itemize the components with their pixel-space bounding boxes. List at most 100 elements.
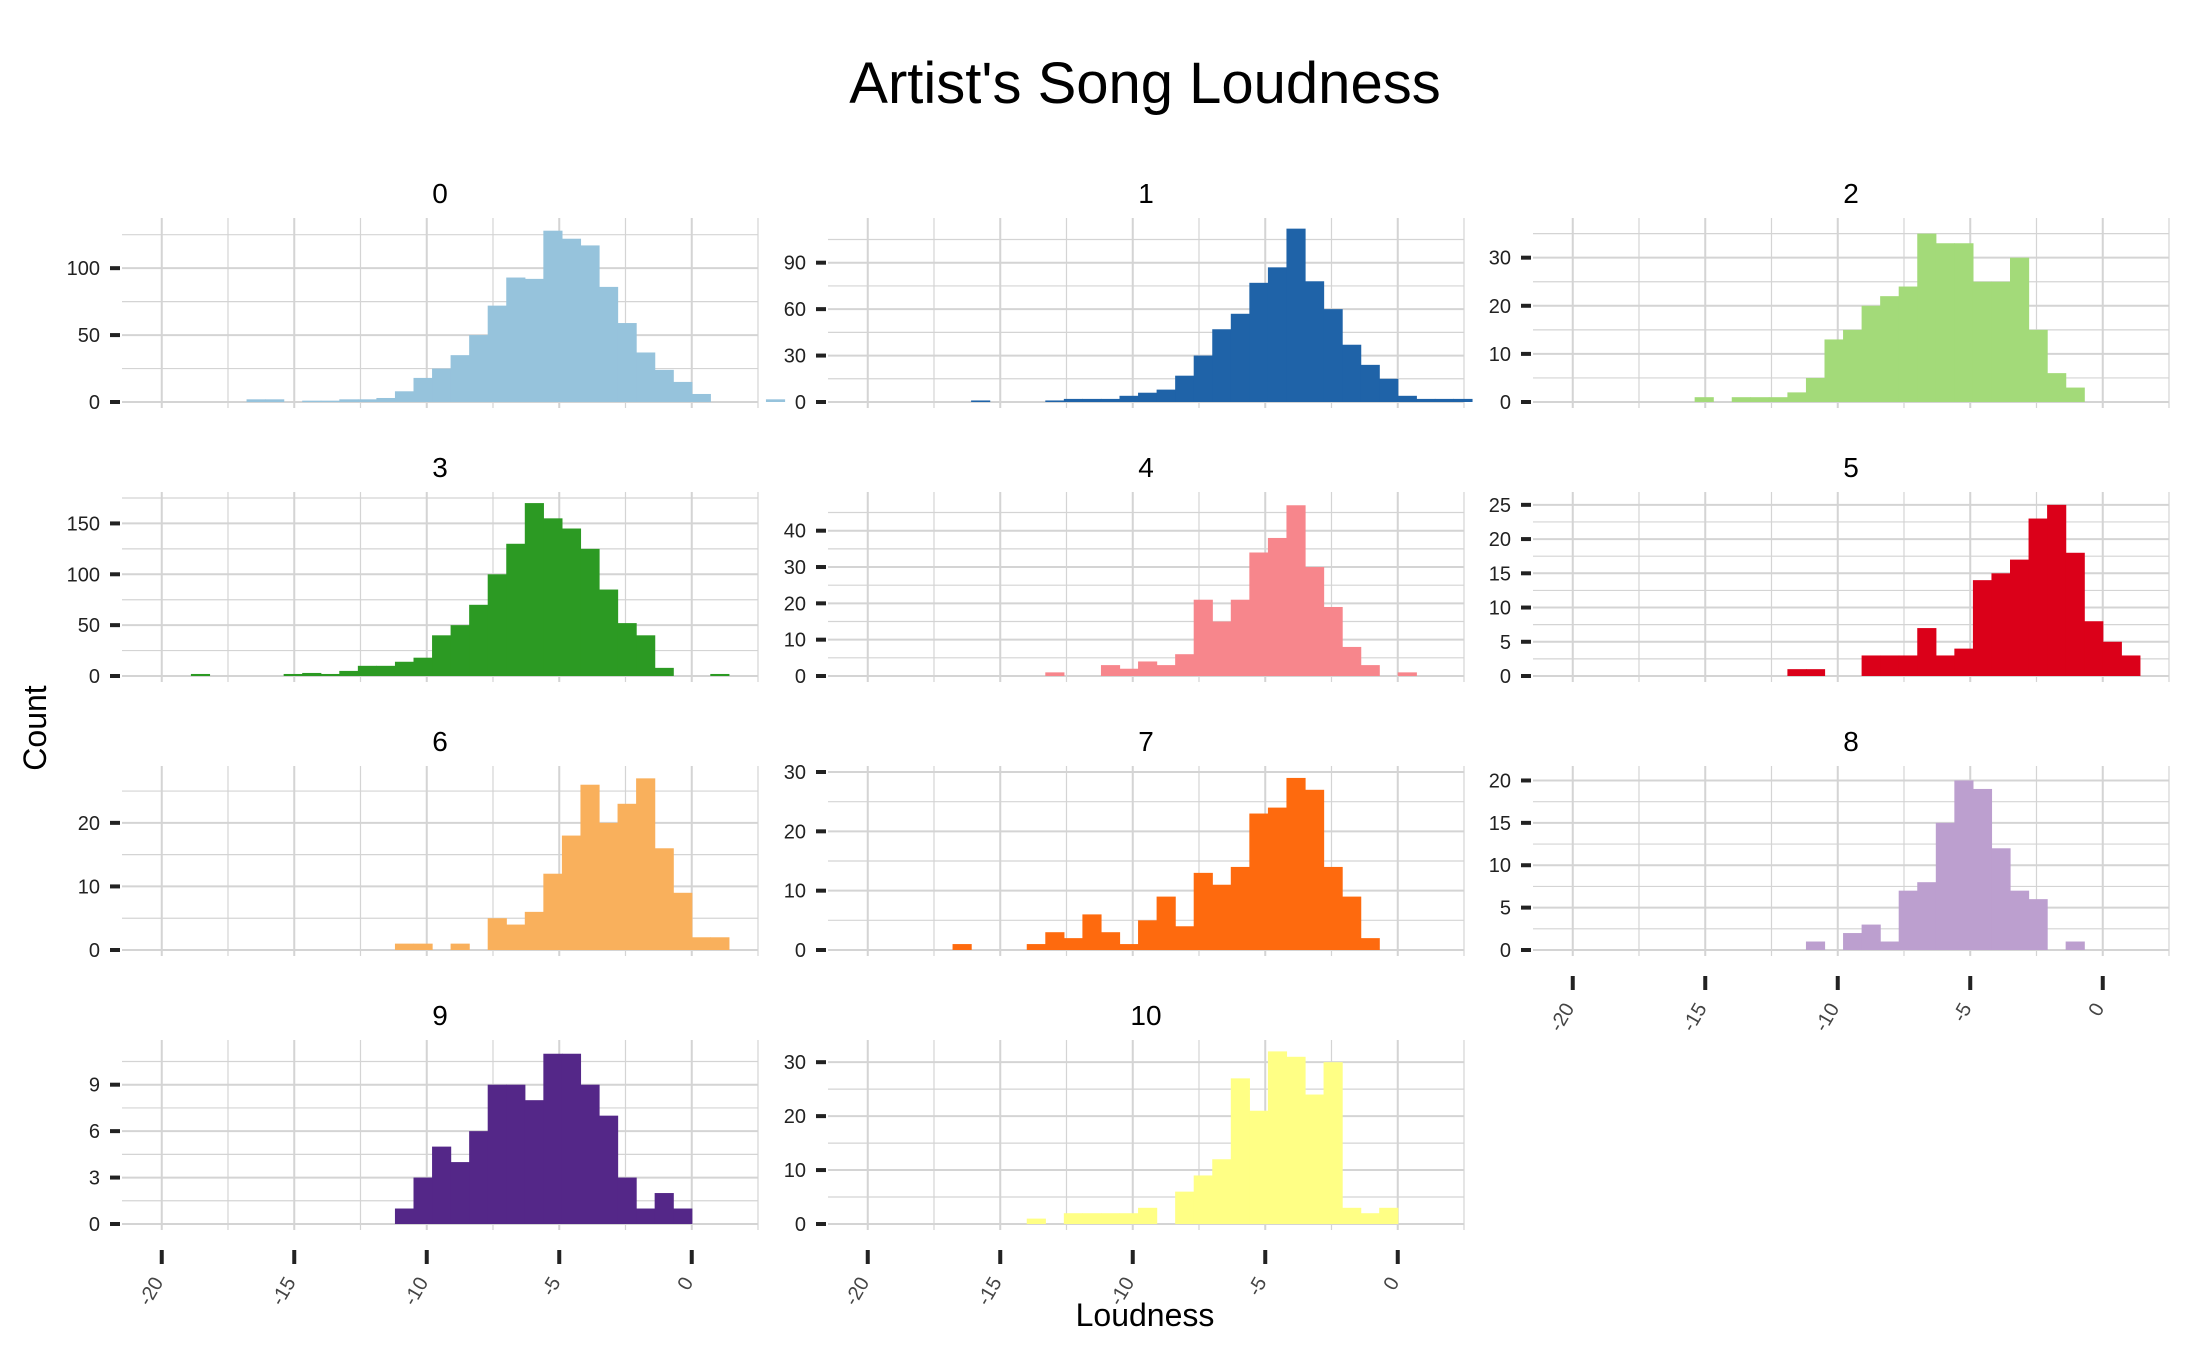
facet-label: 5 [1843,452,1859,483]
histogram-bar [561,528,582,676]
histogram-bar [1323,606,1343,676]
histogram-bar [1323,866,1343,950]
y-tick-label: 5 [1500,898,1511,920]
histogram-bar [413,377,433,402]
histogram-bar [1805,377,1826,402]
histogram-bar [413,943,433,950]
histogram-bar [1045,932,1065,950]
histogram-bar [1193,599,1213,676]
histogram-bar [561,835,582,950]
histogram-bar [1935,243,1955,402]
facet-label: 4 [1138,452,1154,483]
histogram-bar [1249,552,1269,676]
histogram-bar [1138,920,1158,950]
histogram-bar [710,673,730,676]
facet-label: 6 [432,726,448,757]
histogram-bar [1861,924,1881,950]
facet-panel-9: 9 0 3 6 9 -20 -15 -10 -5 0 [89,1000,759,1310]
histogram-bar [1063,398,1083,402]
x-tick-label: -5 [538,1274,566,1300]
histogram-bar [2010,890,2030,950]
histogram-bar [710,937,730,950]
histogram-bar [1954,243,1974,402]
histogram-bar [246,399,266,402]
histogram-bar [432,368,452,402]
histogram-bar [524,278,544,402]
histogram-bar [394,391,415,402]
histogram-bar [1267,807,1288,950]
y-tick-label: 0 [795,940,806,962]
histogram-bar [654,667,674,676]
histogram-bar [1898,286,1918,402]
histogram-bar [1880,296,1900,402]
histogram-bar [376,665,396,676]
y-tick-label: 30 [784,346,806,368]
y-tick-label: 20 [1489,296,1511,318]
histogram-bar [357,399,377,402]
histogram-bar [1991,573,2011,676]
y-tick-label: 6 [89,1121,100,1143]
histogram-bar [339,670,359,676]
facet-label: 3 [432,452,448,483]
histogram-bar [1694,397,1714,402]
y-tick-label: 0 [1500,392,1511,414]
histogram-bar [1972,580,1993,676]
histogram-bar [599,822,619,950]
x-tick-label: -15 [267,1274,301,1310]
histogram-bar [580,784,600,950]
histogram-bar [190,673,211,676]
histogram-bar [1119,1213,1139,1224]
histogram-bar [265,399,285,402]
y-tick-label: 20 [784,1106,806,1128]
histogram-bar [1175,926,1195,950]
histogram-bar [1861,305,1881,402]
y-tick-label: 20 [784,593,806,615]
facet-panel-6: 6 0 10 20 [78,726,759,962]
histogram-bar [1991,848,2011,950]
histogram-bar [1230,866,1250,950]
histogram-bar [654,369,674,402]
histogram-bar [1305,1094,1325,1224]
histogram-bar [487,918,507,950]
histogram-bar [1212,1159,1232,1224]
y-tick-label: 0 [89,666,100,688]
y-tick-label: 0 [89,392,100,414]
histogram-bar [1138,392,1158,402]
y-tick-label: 20 [78,813,100,835]
x-tick-label: 0 [2084,1000,2109,1021]
histogram-bar [1805,941,1826,950]
histogram-bar [691,937,711,950]
histogram-bar [1100,1213,1121,1224]
histogram-bar [1935,822,1955,950]
histogram-bar [1230,599,1250,676]
histogram-bar [1787,392,1807,402]
histogram-bar [1898,655,1918,676]
histogram-bar [654,1193,674,1224]
histogram-bar [1305,567,1325,676]
histogram-bar [1193,355,1213,402]
histogram-bar [1119,395,1139,402]
histogram-bar [1156,896,1176,950]
histogram-bar [691,393,711,402]
histogram-bar [543,518,563,676]
histogram-bar [506,924,526,950]
histogram-bar [1991,281,2011,402]
histogram-bar [971,400,991,402]
histogram-bar [1138,1207,1158,1224]
histogram-bar [506,1084,526,1224]
histogram-bar [617,1177,637,1224]
histogram-bar [1342,1207,1362,1224]
histogram-bar [580,1084,600,1224]
histogram-bar [1898,890,1918,950]
histogram-bar [506,543,526,676]
histogram-bar [376,397,396,402]
y-tick-label: 60 [784,299,806,321]
y-tick-label: 0 [795,392,806,414]
facet-panel-5: 5 0 5 10 15 20 25 [1489,452,2170,688]
facet-panel-3: 3 0 50 100 150 [67,452,759,688]
histogram-bar [2065,941,2085,950]
histogram-bar [1045,400,1065,402]
